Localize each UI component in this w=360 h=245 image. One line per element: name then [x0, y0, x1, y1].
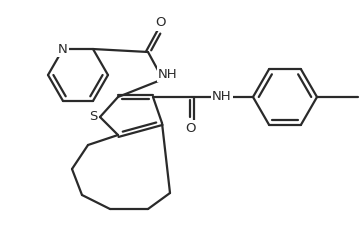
Text: NH: NH	[158, 68, 178, 81]
Text: O: O	[156, 16, 166, 29]
Text: S: S	[89, 110, 97, 122]
Text: O: O	[186, 122, 196, 135]
Text: N: N	[58, 43, 68, 56]
Text: NH: NH	[212, 89, 232, 102]
